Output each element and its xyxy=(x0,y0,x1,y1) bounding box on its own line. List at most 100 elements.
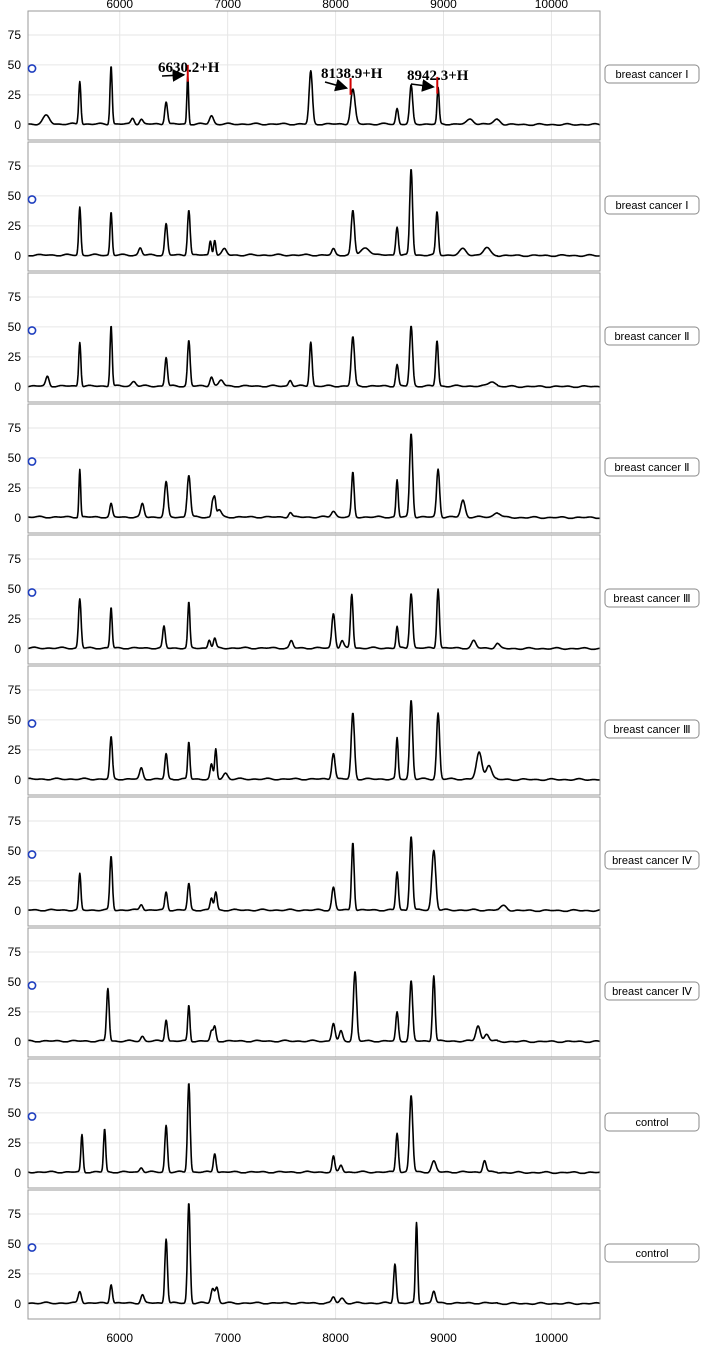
spectrum-trace xyxy=(27,971,601,1044)
panel-frame xyxy=(27,665,601,796)
y-tick-label: 0 xyxy=(14,1166,21,1180)
panel-label-box xyxy=(604,195,700,215)
y-tick-label: 50 xyxy=(8,713,22,727)
panel-frame xyxy=(27,796,601,927)
spectrum-panel: 0 25 50 75 breast cancer Ⅰ xyxy=(8,10,700,141)
y-tick-label: 50 xyxy=(8,320,22,334)
y-tick-label: 25 xyxy=(8,88,22,102)
annotation-arrow xyxy=(324,78,349,92)
spectrum-panel: 0 25 50 75 control xyxy=(8,1058,700,1189)
x-tick-label: 8000 xyxy=(322,0,349,11)
y-tick-label: 0 xyxy=(14,904,21,918)
panel-label-box xyxy=(604,588,700,608)
spectrum-panel: 0 25 50 75 breast cancer Ⅰ xyxy=(8,141,700,272)
panel-frame xyxy=(27,272,601,403)
annotation-arrow xyxy=(161,69,186,82)
annotation-label: 6630.2+H xyxy=(158,60,220,76)
panel-label: breast cancer Ⅳ xyxy=(612,855,693,867)
y-tick-label: 50 xyxy=(8,1106,22,1120)
y-tick-label: 75 xyxy=(8,1076,22,1090)
y-tick-label: 25 xyxy=(8,874,22,888)
y-tick-label: 75 xyxy=(8,159,22,173)
spectrum-panel: 0 25 50 75 breast cancer Ⅱ xyxy=(8,272,700,403)
y-tick-label: 0 xyxy=(14,642,21,656)
peak-annotations: 6630.2+H 8138.9+H 8942.3+H xyxy=(158,60,469,95)
y-tick-label: 0 xyxy=(14,380,21,394)
spectrum-panel: 0 25 50 75 breast cancer Ⅲ xyxy=(8,534,700,665)
spectrum-trace xyxy=(27,169,601,258)
ring-marker-icon xyxy=(27,1243,37,1252)
y-tick-label: 50 xyxy=(8,189,22,203)
panel-label-box xyxy=(604,457,700,477)
y-tick-label: 25 xyxy=(8,743,22,757)
y-tick-label: 75 xyxy=(8,290,22,304)
y-tick-label: 50 xyxy=(8,975,22,989)
panel-label: breast cancer Ⅱ xyxy=(614,331,689,343)
spectrum-panel: 0 25 50 75 breast cancer Ⅲ xyxy=(8,665,700,796)
ring-marker-icon xyxy=(27,850,37,859)
ring-marker-icon xyxy=(27,1112,37,1121)
spectrum-trace xyxy=(27,66,601,127)
x-tick-label: 9000 xyxy=(430,1331,457,1345)
y-tick-label: 25 xyxy=(8,1136,22,1150)
ring-marker-icon xyxy=(27,981,37,990)
y-tick-label: 0 xyxy=(14,118,21,132)
y-tick-label: 75 xyxy=(8,552,22,566)
panel-label-box xyxy=(604,1243,700,1263)
y-tick-label: 25 xyxy=(8,1005,22,1019)
x-tick-label: 10000 xyxy=(535,0,569,11)
panel-label-box xyxy=(604,1112,700,1132)
y-tick-label: 25 xyxy=(8,219,22,233)
ring-marker-icon xyxy=(27,64,37,73)
y-tick-label: 50 xyxy=(8,582,22,596)
panel-label: breast cancer Ⅲ xyxy=(613,593,690,605)
panel-label: breast cancer Ⅲ xyxy=(613,724,690,736)
y-tick-label: 0 xyxy=(14,1035,21,1049)
spectrum-trace xyxy=(27,325,601,389)
panel-label: breast cancer Ⅱ xyxy=(614,462,689,474)
panel-label: breast cancer Ⅳ xyxy=(612,986,693,998)
x-axis-bottom: 6000 7000 8000 9000 10000 xyxy=(106,1331,568,1345)
y-tick-label: 0 xyxy=(14,249,21,263)
spectrum-panels: 0 25 50 75 breast cancer Ⅰ 0 25 50 75 breast canc… xyxy=(8,10,700,1320)
x-tick-label: 7000 xyxy=(214,1331,241,1345)
y-tick-label: 75 xyxy=(8,945,22,959)
panel-frame xyxy=(27,534,601,665)
panel-label: control xyxy=(635,1117,668,1129)
ring-marker-icon xyxy=(27,195,37,204)
panel-label: control xyxy=(635,1248,668,1260)
y-tick-label: 50 xyxy=(8,451,22,465)
y-tick-label: 25 xyxy=(8,612,22,626)
x-tick-label: 10000 xyxy=(535,1331,569,1345)
y-tick-label: 0 xyxy=(14,1297,21,1311)
panel-label-box xyxy=(604,64,700,84)
ring-marker-icon xyxy=(27,719,37,728)
panel-frame xyxy=(27,141,601,272)
spectrum-panel: 0 25 50 75 control xyxy=(8,1189,700,1320)
spectrum-trace xyxy=(27,1203,601,1306)
x-tick-label: 7000 xyxy=(214,0,241,11)
y-tick-label: 25 xyxy=(8,1267,22,1281)
y-tick-label: 0 xyxy=(14,773,21,787)
x-axis-top: 6000 7000 8000 9000 10000 xyxy=(106,0,568,11)
panel-frame xyxy=(27,1058,601,1189)
spectrum-panel: 0 25 50 75 breast cancer Ⅱ xyxy=(8,403,700,534)
x-tick-label: 9000 xyxy=(430,0,457,11)
panel-label: breast cancer Ⅰ xyxy=(616,69,689,81)
spectrum-trace xyxy=(27,433,601,520)
spectrum-trace xyxy=(27,836,601,913)
panel-label: breast cancer Ⅰ xyxy=(616,200,689,212)
annotation-label: 8942.3+H xyxy=(407,68,469,84)
ring-marker-icon xyxy=(27,326,37,335)
panel-label-box xyxy=(604,981,700,1001)
spectrum-trace xyxy=(27,588,601,651)
y-tick-label: 75 xyxy=(8,814,22,828)
spectrum-panel: 0 25 50 75 breast cancer Ⅳ xyxy=(8,927,700,1058)
y-tick-label: 75 xyxy=(8,683,22,697)
x-tick-label: 8000 xyxy=(322,1331,349,1345)
y-tick-label: 25 xyxy=(8,350,22,364)
spectrum-trace xyxy=(27,1083,601,1175)
panel-frame xyxy=(27,927,601,1058)
spectrum-panel: 0 25 50 75 breast cancer Ⅳ xyxy=(8,796,700,927)
